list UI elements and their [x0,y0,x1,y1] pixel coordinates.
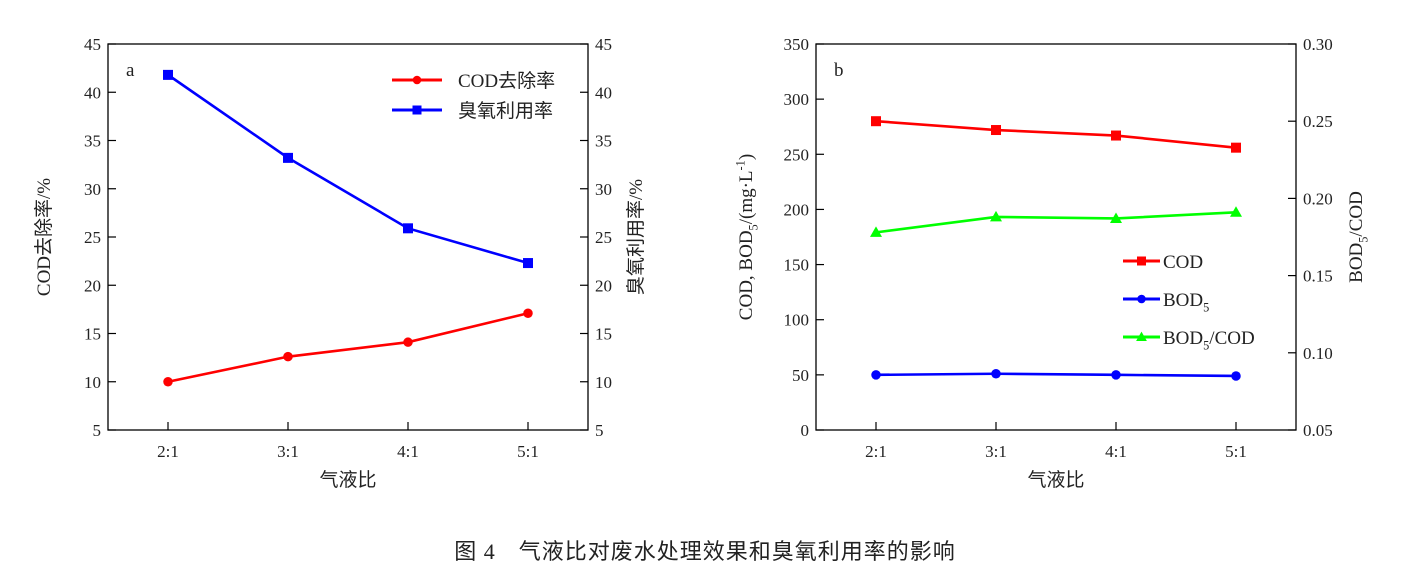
x-tick-label: 3:1 [985,442,1007,461]
data-point [403,337,413,347]
series-line [875,119,1237,149]
y-right-tick-label: 10 [595,373,612,392]
y-tick-label: 45 [84,35,101,54]
y-tick-label: 25 [84,228,101,247]
y-right-tick-label: 40 [595,83,612,102]
legend-label: BOD5/COD [1163,328,1255,353]
y-right-tick-label: 35 [595,132,612,151]
y-right-tick-label: 20 [595,276,612,295]
x-tick-label: 5:1 [1225,442,1247,461]
series-BOD5/COD [870,206,1242,237]
legend-item: BOD5 [1123,290,1209,315]
data-point [1231,371,1241,381]
data-point [1110,212,1122,223]
chart-panel-b: 0 50 100 150 200 250 300 350 0.05 0.10 0.15 0.20 0.2… [733,35,1370,491]
data-point [871,116,881,127]
series-BOD5 [871,369,1241,381]
y-right-tick-label: 0.10 [1303,344,1333,363]
legend-marker [1137,256,1146,266]
y-tick-label: 10 [84,373,101,392]
y-right-axis-label: 臭氧利用率/% [625,179,647,295]
data-point [871,370,881,380]
x-tick-label: 4:1 [397,442,419,461]
data-point [1230,206,1242,217]
legend-marker [1136,331,1147,342]
y-tick-label: 150 [784,256,810,275]
y-right-tick-label: 0.15 [1303,267,1333,286]
y-right-tick-label: 30 [595,180,612,199]
series-line [875,210,1237,234]
y-tick-label: 35 [84,132,101,151]
data-point [523,308,533,318]
y-tick-label: 50 [792,366,809,385]
y-tick-label: 350 [784,35,810,54]
legend-marker [412,105,422,115]
legend-marker [412,75,422,85]
data-point [1111,370,1121,380]
data-point [283,152,293,163]
x-tick-label: 2:1 [157,442,179,461]
y-right-axis-label: BOD5/COD [1346,191,1371,283]
y-tick-label: 250 [784,145,810,164]
x-tick-label: 2:1 [865,442,887,461]
y-right-tick-label: 0.05 [1303,421,1333,440]
y-tick-label: 200 [784,200,810,219]
x-tick-label: 4:1 [1105,442,1127,461]
series-line [875,372,1237,378]
plot-frame [815,43,1297,431]
y-tick-label: 15 [84,325,101,344]
y-right-tick-label: 0.20 [1303,189,1333,208]
y-tick-label: 30 [84,180,101,199]
legend-label: COD去除率 [458,70,555,92]
figure-caption: 图 4 气液比对废水处理效果和臭氧利用率的影响 [454,539,956,564]
data-point [163,69,173,80]
data-point [991,125,1001,136]
y-tick-label: 0 [801,421,810,440]
y-right-tick-label: 25 [595,228,612,247]
y-tick-label: 300 [784,90,810,109]
data-point [283,351,293,362]
y-tick-label: 20 [84,276,101,295]
y-right-tick-label: 45 [595,35,612,54]
x-axis-label: 气液比 [1027,469,1084,491]
data-point [403,223,413,234]
y-right-tick-label: 5 [595,421,604,440]
legend-item: 臭氧利用率 [392,100,553,122]
panel-label: b [834,60,844,81]
series-COD去除率 [163,308,533,387]
y-axis-label: COD, BOD5/(mg·L-1) [733,154,760,320]
panel-label: a [126,60,135,81]
series-COD [871,116,1241,153]
legend-item: COD [1123,252,1203,273]
x-tick-label: 5:1 [517,442,539,461]
chart-panel-a: 5 10 15 20 25 30 35 40 45 5 10 15 20 25 30 35 40 45 2:1 3:1… [33,35,647,491]
series-line [167,311,529,384]
legend-label: 臭氧利用率 [458,100,553,122]
legend-label: COD [1163,252,1203,273]
series-臭氧利用率 [163,69,533,269]
y-right-tick-label: 0.30 [1303,35,1333,54]
legend-label: BOD5 [1163,290,1209,315]
legend-marker [1137,294,1146,304]
data-point [163,377,173,387]
y-right-tick-label: 15 [595,325,612,344]
data-point [870,226,882,237]
data-point [991,369,1001,379]
legend-item: BOD5/COD [1123,328,1255,353]
y-tick-label: 40 [84,83,101,102]
x-axis-label: 气液比 [319,469,376,491]
data-point [990,210,1002,222]
data-point [1111,130,1121,141]
series-line [167,73,529,265]
y-axis-label: COD去除率/% [33,178,55,296]
y-tick-label: 5 [93,421,102,440]
data-point [523,258,533,269]
legend-item: COD去除率 [392,70,555,92]
x-tick-label: 3:1 [277,442,299,461]
y-tick-label: 100 [784,311,810,330]
y-right-tick-label: 0.25 [1303,112,1333,131]
data-point [1231,142,1241,153]
